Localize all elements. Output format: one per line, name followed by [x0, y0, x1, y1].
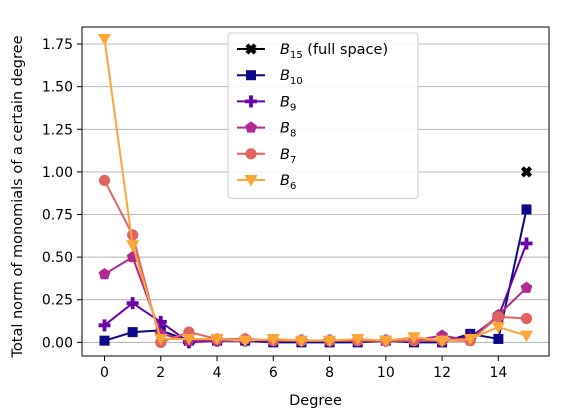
data-point	[519, 330, 534, 343]
legend-label-main: B	[280, 94, 290, 110]
y-tick-label: 0.25	[42, 293, 73, 309]
y-tick-label: 1.50	[42, 80, 73, 96]
legend-label: B7	[280, 147, 296, 166]
data-point	[98, 267, 111, 280]
data-point	[520, 281, 533, 293]
x-tick-label: 12	[433, 365, 451, 381]
x-tick-label: 6	[269, 365, 278, 381]
legend-label-subscript: 10	[290, 76, 303, 87]
legend-item: B7	[237, 147, 296, 166]
series-B10	[99, 204, 532, 348]
legend-marker	[245, 43, 257, 55]
plot-frame	[81, 26, 550, 357]
data-point	[126, 240, 140, 252]
legend-label-subscript: 7	[290, 155, 296, 166]
data-point	[127, 229, 139, 241]
series-line	[104, 209, 528, 344]
legend-label-subscript: 15	[290, 50, 303, 61]
series-line	[103, 179, 527, 344]
data-point	[154, 315, 167, 328]
y-tick-label: 1.00	[42, 165, 73, 181]
data-point	[435, 335, 449, 348]
legend-item: B9	[237, 94, 296, 113]
x-tick-label: 10	[377, 365, 395, 381]
legend-label-subscript: 8	[290, 129, 296, 140]
y-tick-label: 0.00	[42, 335, 73, 351]
legend-marker	[245, 121, 257, 133]
data-point	[322, 335, 337, 348]
data-point	[493, 333, 504, 344]
series-line	[103, 243, 528, 344]
legend-label-main: B	[280, 147, 290, 163]
y-tick-label: 1.75	[42, 37, 73, 53]
legend-marker	[245, 148, 257, 160]
legend-label-main: B	[280, 121, 290, 137]
y-tick-label: 0.75	[42, 208, 73, 224]
legend-label-subscript: 6	[290, 181, 296, 192]
series-line	[103, 38, 527, 342]
series-B6	[97, 33, 534, 348]
legend-marker	[245, 95, 257, 108]
series-B15	[520, 166, 533, 178]
data-point	[379, 335, 393, 348]
legend-item: B10	[237, 68, 303, 87]
legend-label: B10	[280, 68, 303, 87]
data-point	[521, 204, 532, 215]
data-point	[294, 335, 309, 348]
data-point	[238, 335, 252, 348]
y-tick-label: 0.50	[42, 250, 73, 266]
legend-item: B6	[237, 173, 296, 192]
data-point	[126, 297, 139, 310]
x-tick-label: 2	[156, 365, 165, 381]
y-axis-title: Total norm of monomials of a certain deg…	[10, 35, 26, 358]
data-point	[210, 334, 224, 346]
data-point	[463, 334, 477, 346]
series-layer	[97, 33, 534, 349]
data-point	[491, 322, 505, 334]
x-tick-label: 8	[325, 365, 334, 381]
legend-label: B8	[280, 121, 296, 140]
legend-box	[227, 32, 419, 199]
legend-label-subscript: 9	[290, 102, 296, 113]
legend-label: B15 (full space)	[280, 42, 388, 61]
data-point	[98, 174, 111, 187]
data-point	[98, 319, 111, 332]
legend-label-main: B	[280, 68, 290, 84]
axes-layer: 0.00 0.25 0.50 0.75 1.00 1.25 1.50 1.75 0 2 4 6 8 10 1…	[42, 26, 550, 381]
data-point	[99, 335, 110, 346]
data-point	[520, 166, 533, 178]
data-point	[520, 312, 533, 325]
data-point	[407, 332, 421, 344]
data-point	[127, 327, 138, 338]
legend-label-main: B	[280, 173, 290, 189]
data-point	[97, 33, 112, 46]
data-point	[351, 334, 365, 346]
legend-marker	[244, 175, 258, 187]
x-axis-title: Degree	[289, 393, 342, 409]
legend-marker	[246, 70, 256, 81]
legend-label: B9	[280, 94, 296, 113]
x-tick-label: 0	[100, 365, 109, 381]
data-point	[182, 334, 196, 346]
data-point	[154, 334, 168, 346]
legend-label-main: B	[280, 42, 290, 58]
legend-label: B6	[280, 173, 296, 192]
x-tick-label: 14	[489, 365, 507, 381]
data-point	[492, 311, 504, 323]
legend-item: B8	[237, 121, 296, 140]
data-point	[266, 334, 280, 346]
y-tick-label: 1.25	[42, 122, 73, 138]
data-point	[520, 237, 533, 250]
legend-label-suffix: (full space)	[303, 42, 388, 58]
x-tick-label: 4	[213, 365, 222, 381]
legend-item: B15 (full space)	[237, 42, 388, 61]
